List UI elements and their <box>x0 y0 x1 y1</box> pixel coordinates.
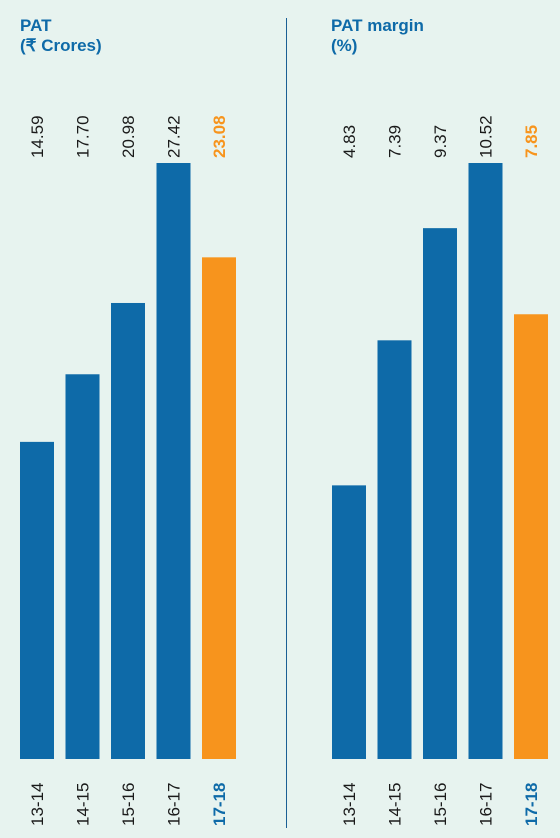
pat-margin-category-label-15-16: 15-16 <box>431 783 450 826</box>
pat-margin-title: PAT margin <box>331 16 424 35</box>
pat-category-label-13-14: 13-14 <box>28 783 47 826</box>
pat-margin-bar-15-16 <box>423 228 457 759</box>
pat-category-label-14-15: 14-15 <box>74 783 93 826</box>
pat-bar-15-16 <box>111 302 145 759</box>
pat-margin-category-label-14-15: 14-15 <box>386 783 405 826</box>
pat-value-label-16-17: 27.42 <box>165 115 184 158</box>
pat-margin-bar-14-15 <box>377 340 412 759</box>
pat-category-label-17-18: 17-18 <box>210 783 229 826</box>
pat-margin-category-label-13-14: 13-14 <box>340 783 359 826</box>
pat-margin-bar-16-17 <box>468 163 503 759</box>
pat-category-label-16-17: 16-17 <box>165 783 184 826</box>
pat-bar-14-15 <box>65 374 100 759</box>
pat-margin-value-label-17-18: 7.85 <box>522 125 541 158</box>
pat-margin-bar-13-14 <box>332 485 366 759</box>
pat-chart-title: PAT (₹ Crores) <box>20 16 102 56</box>
pat-value-label-15-16: 20.98 <box>119 115 138 158</box>
panel-divider <box>286 18 287 828</box>
pat-margin-bar-17-18 <box>514 314 548 759</box>
pat-margin-subtitle: (%) <box>331 36 358 55</box>
pat-margin-value-label-14-15: 7.39 <box>386 125 405 158</box>
pat-value-label-17-18: 23.08 <box>210 115 229 158</box>
pat-margin-chart-title: PAT margin (%) <box>331 16 424 56</box>
pat-value-label-13-14: 14.59 <box>28 115 47 158</box>
pat-bar-16-17 <box>156 163 191 759</box>
pat-margin-category-label-16-17: 16-17 <box>477 783 496 826</box>
pat-bar-17-18 <box>202 257 236 759</box>
pat-margin-value-label-15-16: 9.37 <box>431 125 450 158</box>
pat-title: PAT <box>20 16 52 35</box>
pat-margin-value-label-16-17: 10.52 <box>477 115 496 158</box>
pat-value-label-14-15: 17.70 <box>74 115 93 158</box>
pat-bar-13-14 <box>20 441 54 759</box>
pat-category-label-15-16: 15-16 <box>119 783 138 826</box>
pat-margin-category-label-17-18: 17-18 <box>522 783 541 826</box>
pat-margin-value-label-13-14: 4.83 <box>340 125 359 158</box>
pat-subtitle: (₹ Crores) <box>20 36 102 55</box>
